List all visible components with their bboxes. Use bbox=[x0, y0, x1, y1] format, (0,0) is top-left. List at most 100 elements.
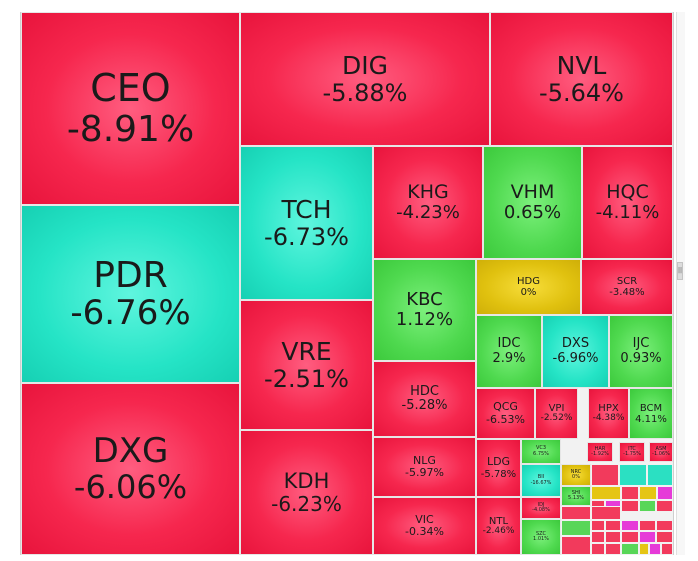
tile-small[interactable] bbox=[639, 520, 656, 531]
tile-vic[interactable]: VIC -0.34% bbox=[373, 497, 476, 555]
tile-tch[interactable]: TCH -6.73% bbox=[240, 146, 373, 300]
tile-bii[interactable]: BII -16.67% bbox=[521, 464, 561, 497]
tile-change: -6.73% bbox=[264, 222, 349, 251]
tile-vc3[interactable]: VC3 6.75% bbox=[521, 439, 561, 464]
tile-szc[interactable]: SZC 1.01% bbox=[521, 519, 561, 555]
tile-small[interactable] bbox=[649, 543, 661, 555]
tile-nlg[interactable]: NLG -5.97% bbox=[373, 437, 476, 497]
tile-scr[interactable]: SCR -3.48% bbox=[581, 259, 673, 315]
tile-small[interactable] bbox=[605, 531, 621, 543]
tile-hqc[interactable]: HQC -4.11% bbox=[582, 146, 673, 259]
tile-small[interactable] bbox=[656, 500, 673, 512]
tile-small[interactable] bbox=[561, 520, 591, 536]
tile-kdh[interactable]: KDH -6.23% bbox=[240, 430, 373, 555]
tile-change: -5.78% bbox=[480, 468, 517, 480]
tile-idc[interactable]: IDC 2.9% bbox=[476, 315, 542, 388]
tile-ticker: VIC bbox=[415, 512, 434, 526]
tile-small[interactable] bbox=[657, 486, 673, 500]
tile-small[interactable] bbox=[591, 506, 621, 520]
tile-small[interactable] bbox=[561, 506, 591, 520]
tile-small[interactable] bbox=[605, 543, 621, 555]
tile-small[interactable] bbox=[621, 486, 639, 500]
tile-small[interactable] bbox=[661, 543, 673, 555]
tile-change: -6.23% bbox=[271, 492, 342, 517]
tile-kbc[interactable]: KBC 1.12% bbox=[373, 259, 476, 361]
tile-small[interactable] bbox=[605, 520, 621, 531]
tile-shi[interactable]: SHI 5.13% bbox=[561, 486, 591, 506]
tile-change: 0.65% bbox=[503, 202, 562, 224]
tile-ticker: HDG bbox=[517, 276, 540, 287]
scrollbar-track[interactable] bbox=[676, 12, 685, 555]
tile-small[interactable] bbox=[656, 531, 673, 543]
tile-ijc[interactable]: IJC 0.93% bbox=[609, 315, 673, 388]
tile-ticker: VHM bbox=[510, 181, 555, 204]
tile-small[interactable] bbox=[591, 486, 621, 500]
tile-hpx[interactable]: HPX -4.38% bbox=[588, 388, 629, 439]
tile-change: -6.53% bbox=[486, 412, 525, 426]
tile-change: -2.52% bbox=[540, 413, 573, 424]
tile-ticker: NRC bbox=[570, 468, 582, 475]
tile-ticker: BII bbox=[537, 474, 545, 480]
tile-dig[interactable]: DIG -5.88% bbox=[240, 12, 490, 146]
tile-vre[interactable]: VRE -2.51% bbox=[240, 300, 373, 430]
tile-vpi[interactable]: VPI -2.52% bbox=[535, 388, 578, 439]
tile-ceo[interactable]: CEO -8.91% bbox=[21, 12, 240, 205]
tile-ticker: NLG bbox=[413, 453, 436, 467]
tile-ticker: NVL bbox=[556, 51, 607, 81]
tile-hdg[interactable]: HDG 0% bbox=[476, 259, 581, 315]
treemap-tiles: CEO -8.91% DIG -5.88% NVL -5.64% PDR -6.76% TCH -… bbox=[21, 12, 673, 555]
tile-ticker: PDR bbox=[93, 254, 168, 296]
tile-ticker: KDH bbox=[283, 468, 330, 493]
tile-small[interactable] bbox=[639, 531, 656, 543]
tile-har[interactable]: HAR -1.92% bbox=[587, 442, 613, 462]
tile-small[interactable] bbox=[591, 520, 605, 531]
tile-change: -6.06% bbox=[73, 468, 188, 507]
tile-small[interactable] bbox=[591, 464, 619, 486]
tile-hdc[interactable]: HDC -5.28% bbox=[373, 361, 476, 437]
tile-pdr[interactable]: PDR -6.76% bbox=[21, 205, 240, 383]
tile-idj[interactable]: IDJ -4.08% bbox=[521, 497, 561, 519]
tile-ldg[interactable]: LDG -5.78% bbox=[476, 439, 521, 497]
tile-itc[interactable]: ITC -1.75% bbox=[619, 442, 645, 462]
tile-change: -5.88% bbox=[322, 78, 408, 107]
scrollbar-thumb[interactable]: || bbox=[677, 262, 683, 280]
tile-ticker: VRE bbox=[281, 337, 332, 367]
tile-small[interactable] bbox=[621, 543, 639, 555]
tile-ticker: IDC bbox=[497, 336, 521, 352]
tile-qcg[interactable]: QCG -6.53% bbox=[476, 388, 535, 439]
tile-small[interactable] bbox=[621, 500, 639, 512]
tile-change: -5.28% bbox=[401, 398, 448, 413]
tile-bcm[interactable]: BCM 4.11% bbox=[629, 388, 673, 439]
tile-nrc[interactable]: NRC 0% bbox=[561, 464, 591, 486]
tile-small[interactable] bbox=[639, 486, 657, 500]
tile-vhm[interactable]: VHM 0.65% bbox=[483, 146, 582, 259]
tile-change: -2.46% bbox=[482, 525, 515, 536]
tile-nvl[interactable]: NVL -5.64% bbox=[490, 12, 673, 146]
tile-change: 0% bbox=[520, 287, 537, 298]
tile-small[interactable] bbox=[621, 520, 639, 531]
tile-ntl[interactable]: NTL -2.46% bbox=[476, 497, 521, 555]
tile-change: 1.01% bbox=[533, 536, 549, 542]
tile-small[interactable] bbox=[591, 543, 605, 555]
tile-change: -1.92% bbox=[591, 451, 609, 457]
tile-ticker: SCR bbox=[616, 276, 638, 287]
tile-small[interactable] bbox=[619, 464, 647, 486]
tile-change: -4.08% bbox=[532, 507, 550, 513]
tile-ticker: SZC bbox=[535, 530, 547, 537]
treemap-frame: CEO -8.91% DIG -5.88% NVL -5.64% PDR -6.76% TCH -… bbox=[20, 12, 674, 555]
tile-small[interactable] bbox=[639, 500, 656, 512]
tile-small[interactable] bbox=[561, 536, 591, 555]
tile-change: 6.75% bbox=[533, 450, 549, 457]
tile-dxg[interactable]: DXG -6.06% bbox=[21, 383, 240, 555]
tile-small[interactable] bbox=[647, 464, 673, 486]
tile-ticker: DXG bbox=[92, 430, 169, 471]
tile-khg[interactable]: KHG -4.23% bbox=[373, 146, 483, 259]
tile-dxs[interactable]: DXS -6.96% bbox=[542, 315, 609, 388]
tile-asm[interactable]: ASM -1.06% bbox=[649, 442, 673, 462]
tile-small[interactable] bbox=[591, 531, 605, 543]
tile-small[interactable] bbox=[639, 543, 649, 555]
tile-small[interactable] bbox=[621, 531, 639, 543]
tile-small[interactable] bbox=[656, 520, 673, 531]
tile-ticker: HPX bbox=[598, 403, 619, 415]
tile-change: -5.64% bbox=[539, 78, 624, 107]
